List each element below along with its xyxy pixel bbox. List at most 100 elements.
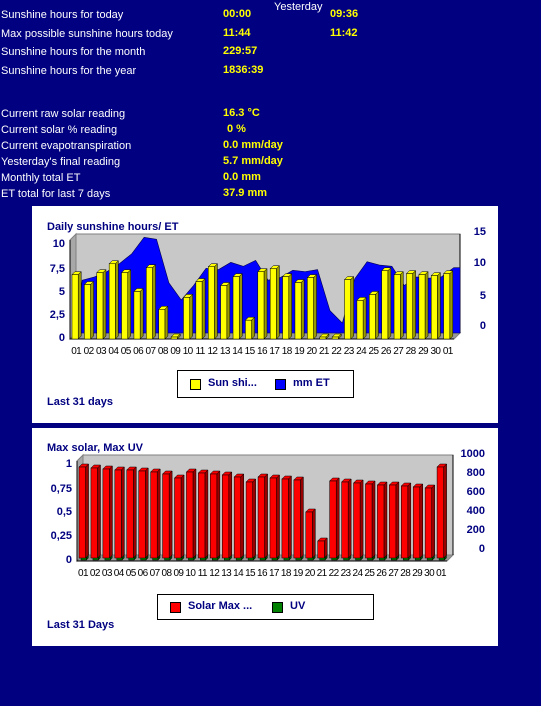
sunshine-bar	[232, 276, 240, 340]
solar-bar-side	[97, 464, 101, 559]
solar-bar-side	[347, 478, 352, 559]
solar-bar	[210, 473, 218, 559]
chart-legend[interactable]: Sun shi... mm ET	[177, 370, 354, 398]
sunshine-bar	[257, 271, 265, 340]
sunshine-bar	[220, 285, 228, 340]
solar-bar	[78, 466, 86, 559]
x-tick-label: 30	[430, 346, 441, 357]
x-tick-label: 20	[304, 568, 316, 579]
x-tick-label: 26	[376, 568, 387, 579]
sunshine-et-chart-panel: Daily sunshine hours/ ET 10 7,5 5 2,5 0 …	[32, 206, 498, 423]
x-tick-label: 07	[145, 346, 157, 357]
solar-bar	[353, 482, 361, 559]
sunshine-bar	[393, 274, 401, 340]
x-tick-label: 24	[356, 346, 367, 357]
sunshine-bar-side	[251, 316, 255, 340]
legend-label-uv: UV	[290, 600, 306, 612]
sunshine-bar-side	[449, 270, 454, 340]
solar-bar	[198, 472, 206, 559]
raw-solar-value: 16.3 °C	[223, 107, 260, 119]
chart-footer: Last 31 days	[47, 396, 114, 408]
sunshine-bar	[146, 267, 153, 340]
x-tick-label: 08	[161, 568, 173, 579]
solar-bar-side	[371, 480, 376, 559]
x-tick-label: 04	[113, 568, 125, 579]
sunshine-bar-side	[164, 305, 169, 340]
sunshine-bar	[282, 276, 290, 340]
solar-bar-side	[359, 479, 364, 559]
solar-bar-side	[383, 481, 388, 559]
legend-label-solar: Solar Max ...	[188, 600, 253, 612]
x-tick-label: 09	[173, 568, 184, 579]
x-tick-label: 24	[352, 568, 364, 579]
sunshine-bar	[307, 277, 314, 340]
legend-label-sunshine: Sun shi...	[208, 377, 257, 389]
max-sunshine-label: Max possible sunshine hours today	[1, 28, 173, 40]
y-tick-right: 800	[466, 467, 485, 479]
sunshine-bar-side	[77, 271, 82, 340]
solar-bar-side	[431, 484, 435, 559]
sunshine-bar	[331, 336, 339, 340]
solar-bar	[436, 466, 444, 559]
x-tick-label: 04	[108, 346, 119, 357]
solar-bar-side	[288, 475, 292, 559]
max-sunshine-value: 11:44	[223, 27, 251, 39]
solar-bar	[341, 481, 349, 559]
sunshine-bar-side	[226, 281, 231, 340]
solar-bar	[305, 511, 313, 559]
x-tick-label: 21	[318, 346, 330, 357]
x-tick-label: 28	[400, 568, 411, 579]
x-tick-label: 10	[185, 568, 196, 579]
y-tick-right: 5	[479, 290, 486, 302]
chart-legend[interactable]: Solar Max ... UV	[157, 594, 374, 620]
sunshine-bar	[183, 297, 190, 340]
sunshine-bar-side	[276, 265, 280, 340]
solar-bar	[90, 467, 98, 559]
x-tick-label: 13	[221, 568, 232, 579]
x-tick-label: 01	[436, 568, 447, 579]
solar-bar-side	[204, 469, 209, 559]
legend-swatch-solar	[170, 602, 181, 613]
sunshine-bar	[443, 273, 451, 340]
sunshine-bar-side	[238, 273, 243, 340]
sunshine-bar-side	[127, 269, 131, 340]
solar-bar-side	[109, 465, 113, 559]
solar-bar-side	[168, 470, 173, 559]
x-tick-label: 25	[364, 568, 375, 579]
solar-bar	[365, 483, 373, 559]
y-tick-left: 0,75	[50, 483, 72, 495]
y-tick-left: 0,5	[56, 506, 72, 518]
y-tick-right: 10	[473, 257, 486, 269]
x-tick-label: 12	[207, 346, 218, 357]
x-tick-label: 13	[219, 346, 231, 357]
yesterday-final-label: Yesterday's final reading	[1, 156, 121, 168]
sunshine-year-value: 1836:39	[223, 64, 264, 76]
sunshine-bar	[133, 291, 141, 340]
solar-bar-side	[192, 468, 197, 559]
x-tick-label: 17	[269, 346, 280, 357]
y-tick-right: 0	[479, 320, 486, 332]
chart-footer: Last 31 Days	[47, 619, 115, 631]
solar-bar-side	[276, 474, 280, 559]
x-tick-label: 14	[232, 346, 243, 357]
solar-bar-side	[395, 481, 400, 559]
x-tick-label: 10	[182, 346, 194, 357]
sunshine-bar-side	[214, 263, 218, 340]
sunshine-bar	[381, 270, 389, 340]
solar-bar	[257, 476, 265, 559]
et-7day-value: 37.9 mm	[223, 187, 268, 199]
x-tick-label: 26	[380, 346, 392, 357]
x-tick-label: 25	[368, 346, 380, 357]
sunshine-bar-side	[424, 271, 429, 340]
solar-bar-side	[264, 473, 268, 559]
x-tick-label: 12	[209, 568, 220, 579]
solar-bar-side	[300, 476, 304, 559]
x-tick-label: 28	[405, 346, 417, 357]
x-tick-label: 14	[233, 568, 244, 579]
legend-swatch-sunshine	[190, 379, 201, 390]
x-tick-label: 29	[418, 346, 429, 357]
x-tick-label: 06	[133, 346, 144, 357]
chart-title: Max solar, Max UV	[47, 442, 143, 454]
sunshine-et-chart	[68, 232, 462, 341]
legend-label-et: mm ET	[293, 377, 330, 389]
